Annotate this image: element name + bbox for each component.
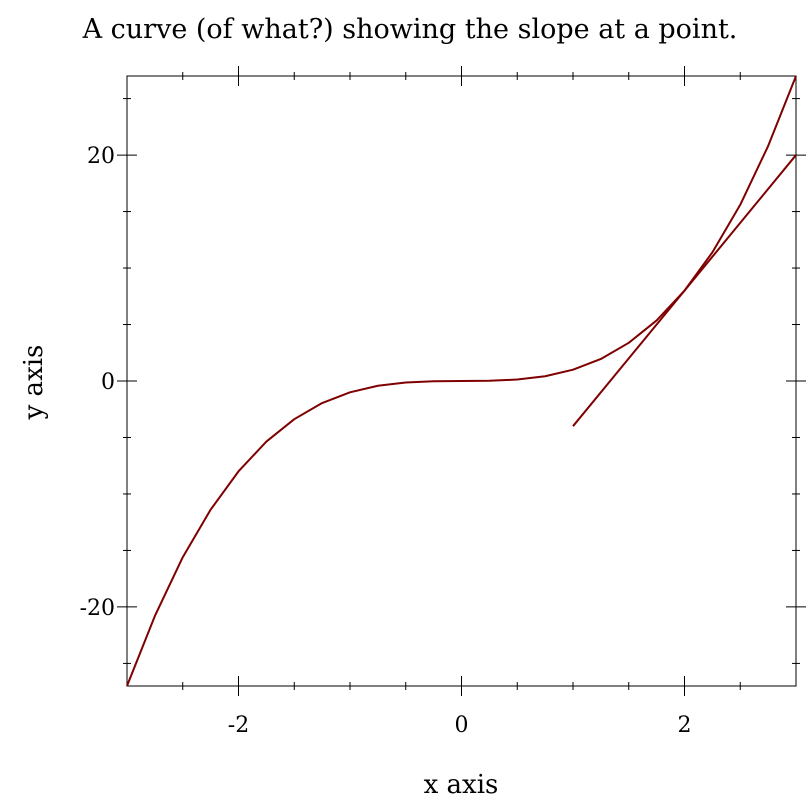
y-tick-label: 0 (101, 370, 115, 395)
y-tick-label: -20 (80, 596, 115, 621)
chart-title: A curve (of what?) showing the slope at … (82, 14, 738, 45)
y-tick-label: 20 (87, 144, 115, 169)
x-axis-label: x axis (424, 770, 499, 800)
minor-ticks (123, 72, 800, 690)
x-tick-label: -2 (228, 713, 249, 738)
x-tick-label: 2 (678, 713, 692, 738)
series (126, 75, 797, 687)
curve-line (126, 75, 797, 687)
x-tick-label: 0 (455, 713, 469, 738)
y-axis-label: y axis (19, 345, 49, 421)
tangent-line (572, 154, 797, 427)
